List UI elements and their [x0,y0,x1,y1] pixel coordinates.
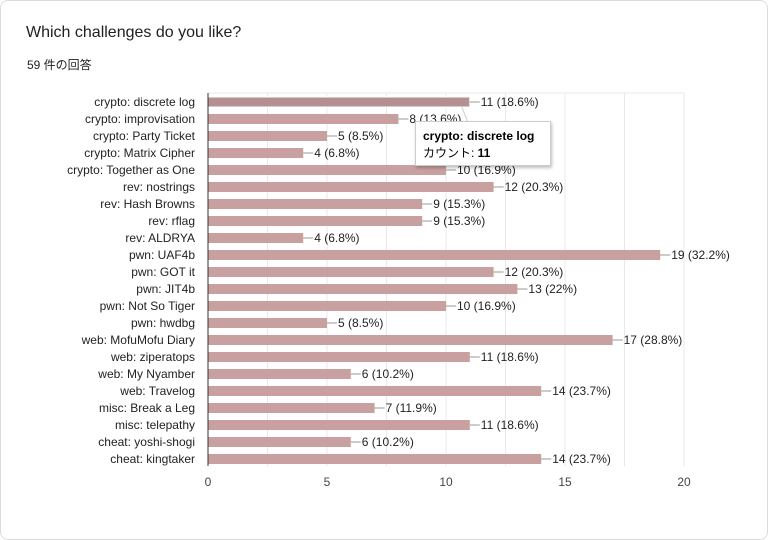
response-count: 59 件の回答 [27,58,92,72]
x-tick-label: 10 [439,475,453,489]
x-tick-label: 5 [324,475,331,489]
data-label: 4 (6.8%) [314,146,359,160]
category-label: pwn: GOT it [131,265,195,279]
category-label: cheat: yoshi-shogi [98,435,195,449]
category-label: rev: ALDRYA [125,231,195,245]
category-label: pwn: JIT4b [136,282,195,296]
data-label: 11 (18.6%) [481,418,539,432]
category-label: pwn: Not So Tiger [100,299,195,313]
data-label: 12 (20.3%) [505,180,564,194]
data-label: 10 (16.9%) [457,299,516,313]
data-label: 5 (8.5%) [338,316,383,330]
x-tick-label: 0 [205,475,212,489]
data-label: 10 (16.9%) [457,163,516,177]
bar [208,199,423,209]
tooltip-value: 11 [477,146,491,160]
x-tick-label: 15 [558,475,572,489]
bar [208,114,399,124]
tooltip-pointer [461,106,490,123]
bar [208,182,494,192]
bar [208,335,613,345]
bar [208,369,351,379]
bar [208,284,518,294]
data-label: 17 (28.8%) [624,333,683,347]
category-label: web: My Nyamber [97,367,195,381]
data-label: 14 (23.7%) [552,384,611,398]
bar [208,403,375,413]
category-label: web: Travelog [119,384,195,398]
data-label: 13 (22%) [528,282,577,296]
x-tick-label: 20 [677,475,691,489]
bar [208,318,327,328]
category-label: crypto: Matrix Cipher [84,146,195,160]
category-label: crypto: improvisation [85,112,195,126]
bar [208,420,470,430]
category-label: rev: Hash Browns [100,197,195,211]
category-label: rev: nostrings [123,180,195,194]
bar [208,250,661,260]
question-title: Which challenges do you like? [26,24,242,41]
category-label: web: ziperatops [110,350,195,364]
bar [208,216,423,226]
data-label: 6 (10.2%) [362,367,414,381]
bar [208,386,542,396]
bar [208,165,446,175]
data-label: 11 (18.6%) [481,95,539,109]
bar [208,267,494,277]
data-label: 11 (18.6%) [481,350,539,364]
data-label: 6 (10.2%) [362,435,414,449]
bar [207,96,471,108]
data-label: 9 (15.3%) [433,197,485,211]
category-label: crypto: Party Ticket [93,129,196,143]
data-label: 19 (32.2%) [671,248,730,262]
bar [208,233,304,243]
category-label: misc: Break a Leg [99,401,195,415]
data-label: 9 (15.3%) [433,214,485,228]
category-label: crypto: Together as One [67,163,195,177]
data-label: 14 (23.7%) [552,452,611,466]
tooltip-value-label: カウント: [423,146,478,160]
tooltip-title: crypto: discrete log [423,129,535,143]
data-label: 7 (11.9%) [386,401,437,415]
data-label: 4 (6.8%) [314,231,359,245]
category-label: misc: telepathy [115,418,195,432]
bar [208,301,446,311]
bar [208,437,351,447]
bar [208,148,304,158]
bar [208,131,327,141]
chart-tooltip: crypto: discrete log カウント: 11 [415,121,551,166]
category-label: cheat: kingtaker [110,452,195,466]
bar [208,454,542,464]
category-label: rev: rflag [148,214,195,228]
category-label: pwn: UAF4b [129,248,195,262]
bar [208,352,470,362]
category-label: pwn: hwdbg [131,316,195,330]
category-label: crypto: discrete log [94,95,195,109]
bar-chart: crypto: discrete log 11 (18.6%) crypto: im… [67,92,730,489]
data-label: 12 (20.3%) [505,265,564,279]
category-label: web: MofuMofu Diary [81,333,195,347]
data-label: 5 (8.5%) [338,129,383,143]
